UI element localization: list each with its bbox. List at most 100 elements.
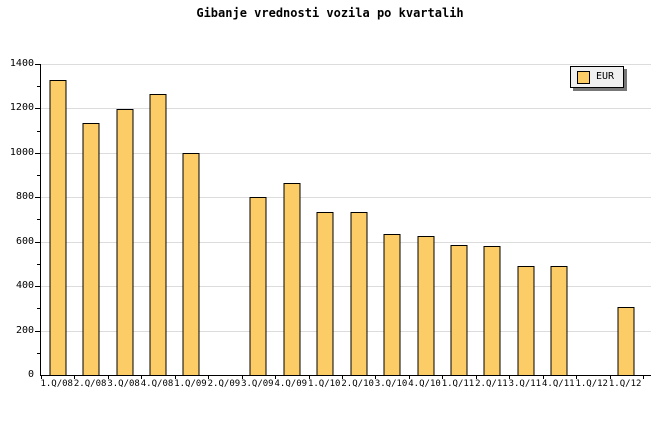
bar [82, 123, 100, 375]
y-major-tick [35, 242, 41, 243]
x-tick [542, 375, 544, 379]
y-tick-label: 400 [15, 280, 34, 291]
x-tick-label: 3.Q/09 [241, 379, 274, 389]
y-major-tick [35, 153, 41, 154]
bar [49, 80, 67, 375]
x-tick-label: 1.Q/09 [174, 379, 207, 389]
bar [116, 109, 134, 375]
y-major-tick [35, 108, 41, 109]
bar [316, 212, 334, 375]
y-major-tick [35, 331, 41, 332]
bar-slot [141, 64, 174, 375]
x-tick [342, 375, 343, 379]
bar [617, 307, 635, 375]
bar-slot [74, 64, 107, 375]
x-tick [375, 375, 377, 379]
y-tick-label: 1400 [9, 58, 34, 69]
bar-slot [175, 64, 208, 375]
bar-slot [442, 64, 475, 375]
y-minor-tick [37, 131, 41, 132]
bar [149, 94, 167, 375]
x-tick-label: 4.Q/10 [408, 379, 441, 389]
x-tick [41, 375, 42, 379]
bar-slot [509, 64, 542, 375]
x-axis-labels: 1.Q/08 2.Q/08 3.Q/08 4.Q/08 1.Q/09 2.Q/09 3.Q/… [40, 379, 642, 390]
bar-slot [208, 64, 241, 375]
y-tick-label: 1000 [9, 147, 34, 158]
x-tick [509, 375, 511, 379]
x-tick [241, 375, 243, 379]
x-tick-label: 1.Q/08 [40, 379, 73, 389]
x-tick [442, 375, 444, 379]
x-tick-label: 2.Q/09 [207, 379, 241, 389]
y-tick-label: 1200 [9, 102, 34, 113]
y-tick-label: 600 [15, 236, 34, 247]
gridline [41, 64, 651, 65]
bar-series [41, 64, 643, 375]
x-tick-label: 1.Q/11 [441, 379, 475, 389]
x-tick [475, 375, 477, 379]
x-tick-label: 3.Q/10 [374, 379, 408, 389]
y-tick-label: 0 [27, 369, 34, 380]
bar [283, 183, 301, 375]
y-minor-tick [37, 219, 41, 220]
x-tick [174, 375, 176, 379]
bar [483, 246, 501, 375]
y-minor-tick [37, 86, 41, 87]
bar-slot [476, 64, 509, 375]
bar [450, 245, 468, 375]
legend-label: EUR [596, 71, 615, 82]
x-tick-label: 4.Q/11 [542, 379, 575, 389]
y-minor-tick [37, 264, 41, 265]
x-tick [74, 375, 76, 379]
x-tick [609, 375, 611, 379]
x-tick-label: 2.Q/08 [73, 379, 107, 389]
legend-swatch-icon [577, 70, 590, 84]
bar-slot [576, 64, 609, 375]
x-tick [308, 375, 310, 379]
x-tick [408, 375, 410, 379]
x-tick-label: 3.Q/08 [107, 379, 140, 389]
bar-slot [375, 64, 408, 375]
bar-slot [309, 64, 342, 375]
x-tick-label: 1.Q/12 [608, 379, 642, 389]
bar-slot [242, 64, 275, 375]
x-tick [141, 375, 143, 379]
gridline [41, 108, 651, 109]
x-tick-label: 4.Q/08 [140, 379, 174, 389]
y-major-tick [35, 286, 41, 287]
gridline [41, 242, 651, 243]
y-minor-tick [37, 308, 41, 309]
y-major-tick [35, 64, 41, 65]
y-minor-tick [37, 175, 41, 176]
bar [182, 153, 200, 375]
x-tick-label: 2.Q/11 [475, 379, 508, 389]
bar [550, 266, 568, 375]
x-tick [576, 375, 578, 379]
gridline [41, 197, 651, 198]
x-tick-label: 4.Q/09 [274, 379, 308, 389]
y-tick-label: 800 [15, 191, 34, 202]
bar-slot [108, 64, 141, 375]
y-tick-label: 200 [15, 325, 34, 336]
y-minor-tick [37, 353, 41, 354]
legend: EUR [570, 66, 625, 88]
chart-title: Gibanje vrednosti vozila po kvartalih [196, 6, 464, 20]
bar-slot [41, 64, 74, 375]
plot-area [35, 64, 651, 379]
x-tick [107, 375, 109, 379]
bar [350, 212, 368, 375]
bar [517, 266, 535, 375]
x-tick-label: 3.Q/11 [508, 379, 542, 389]
bar-slot [543, 64, 576, 375]
bar-slot [409, 64, 442, 375]
bar-slot [342, 64, 375, 375]
x-tick [275, 375, 277, 379]
bar-slot [275, 64, 308, 375]
y-major-tick [35, 197, 41, 198]
x-tick [208, 375, 210, 379]
bar [249, 197, 267, 375]
x-tick-label: 1.Q/12 [575, 379, 608, 389]
bar [383, 234, 401, 375]
gridline [41, 286, 651, 287]
